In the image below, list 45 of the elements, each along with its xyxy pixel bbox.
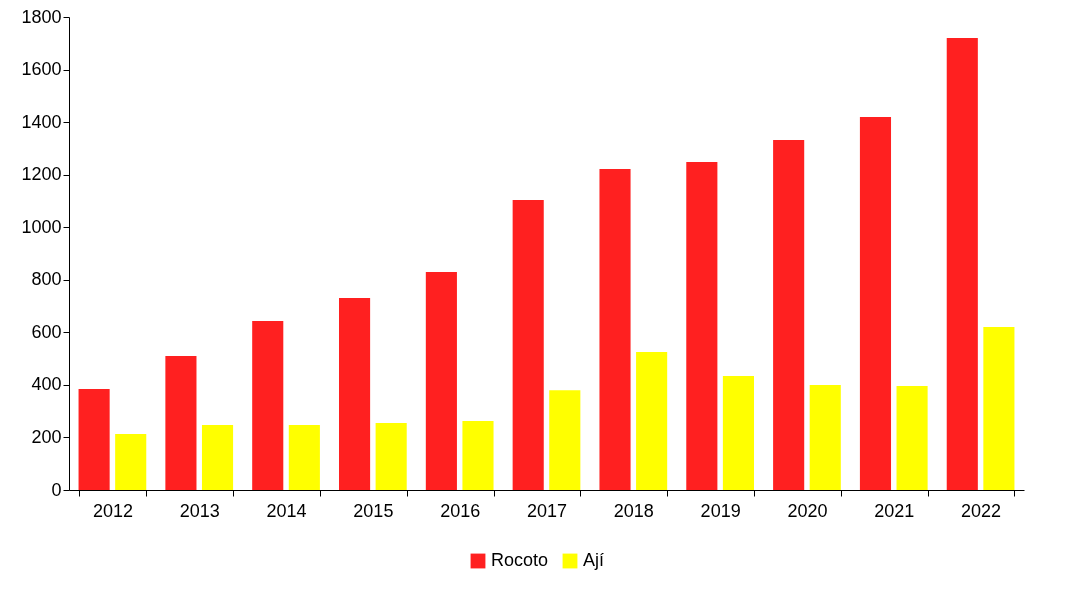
x-tick-label: 2016 bbox=[440, 500, 481, 521]
bar bbox=[983, 327, 1015, 490]
bar bbox=[946, 38, 978, 490]
x-tick-label: 2017 bbox=[526, 500, 568, 521]
x-tick-label: 2020 bbox=[787, 500, 828, 521]
bar bbox=[288, 425, 320, 490]
x-tick-label: 2021 bbox=[874, 500, 915, 521]
bar bbox=[809, 384, 841, 490]
y-tick-label: 1200 bbox=[21, 164, 62, 185]
bar bbox=[252, 321, 284, 490]
bar bbox=[375, 422, 407, 490]
y-tick-label: 1000 bbox=[21, 216, 62, 237]
x-tick-label: 2019 bbox=[700, 500, 741, 521]
bar bbox=[512, 199, 544, 490]
bar bbox=[636, 352, 668, 490]
bar bbox=[201, 425, 234, 490]
bar bbox=[722, 375, 754, 490]
bar bbox=[773, 139, 805, 490]
x-tick-label: 2015 bbox=[353, 500, 394, 521]
y-tick-label: 800 bbox=[31, 269, 62, 290]
bar bbox=[599, 168, 631, 490]
x-tick-label: 2012 bbox=[92, 500, 133, 521]
y-tick-label: 1800 bbox=[21, 6, 62, 27]
x-tick-label: 2018 bbox=[613, 500, 654, 521]
bar bbox=[425, 271, 457, 490]
bar bbox=[78, 389, 110, 490]
bar bbox=[462, 420, 494, 490]
y-tick-label: 400 bbox=[31, 374, 62, 395]
y-tick-label: 1600 bbox=[21, 59, 62, 80]
x-tick-label: 2022 bbox=[961, 500, 1002, 521]
bar bbox=[549, 390, 581, 490]
legend-label: Ají bbox=[583, 550, 605, 570]
y-tick-label: 200 bbox=[31, 426, 62, 447]
bar bbox=[896, 385, 928, 490]
y-tick-label: 0 bbox=[51, 479, 62, 500]
x-tick-label: 2013 bbox=[179, 500, 220, 521]
y-tick-label: 1400 bbox=[21, 111, 62, 132]
bar bbox=[165, 355, 197, 490]
bar bbox=[339, 297, 371, 490]
bar bbox=[859, 117, 892, 490]
bar bbox=[115, 434, 147, 490]
y-tick-label: 600 bbox=[31, 321, 62, 342]
x-tick-label: 2014 bbox=[266, 500, 307, 521]
legend-label: Rocoto bbox=[491, 550, 549, 570]
bar bbox=[686, 162, 718, 490]
